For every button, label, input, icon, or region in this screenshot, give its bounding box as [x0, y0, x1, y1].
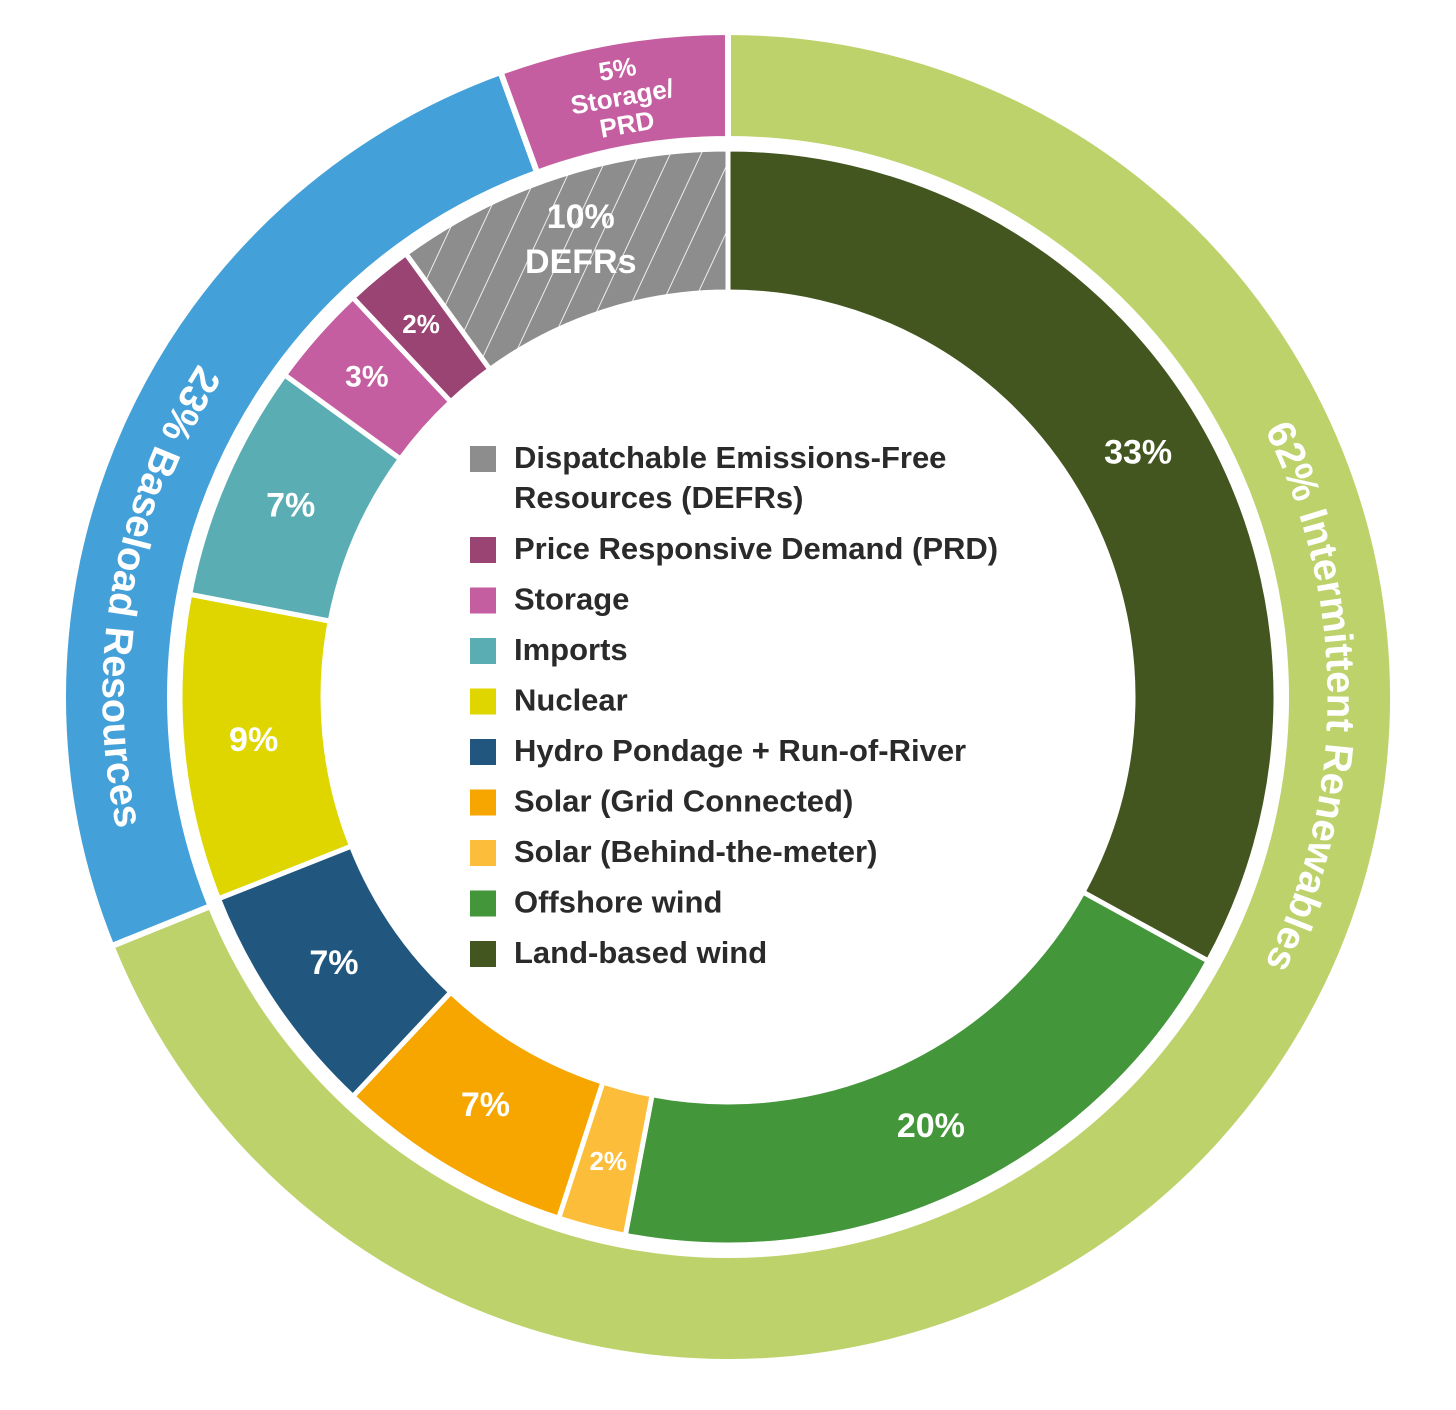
legend-item: Solar (Grid Connected): [470, 784, 853, 819]
legend-swatch: [470, 638, 496, 664]
inner-ring: [177, 146, 1279, 1248]
outer-label-storage-prd-line: 5%: [596, 51, 638, 87]
inner-slice-defrs: [402, 146, 731, 373]
legend-item: Price Responsive Demand (PRD): [470, 531, 998, 566]
slice-label-nuclear: 9%: [229, 721, 278, 759]
slice-label-storage: 3%: [345, 361, 388, 394]
legend-swatch: [470, 890, 496, 917]
legend-label: Price Responsive Demand (PRD): [514, 531, 998, 566]
slice-label-offshore: 20%: [897, 1107, 965, 1145]
legend-swatch: [470, 537, 496, 563]
outer-slice-intermittent: [107, 28, 1396, 1365]
legend-swatch: [470, 840, 496, 866]
legend-item: Offshore wind: [470, 885, 722, 920]
legend-item: Solar (Behind-the-meter): [470, 834, 877, 869]
legend-item: Nuclear: [470, 683, 628, 718]
legend-item: Imports: [470, 632, 628, 667]
slice-label-land_wind: 33%: [1104, 433, 1172, 471]
slice-label-solar_grid: 7%: [461, 1086, 510, 1124]
legend-label: Imports: [514, 632, 628, 667]
legend-label: Land-based wind: [514, 935, 767, 970]
legend-label: Dispatchable Emissions-Free: [514, 440, 946, 475]
legend: Dispatchable Emissions-Free Resources (DE…: [470, 440, 998, 970]
legend-item: Dispatchable Emissions-Free Resources (DE…: [470, 440, 946, 515]
legend-label: Offshore wind: [514, 885, 722, 920]
legend-swatch: [470, 739, 496, 765]
outer-ring: [60, 28, 1396, 1365]
legend-swatch: [470, 446, 496, 472]
legend-label: Nuclear: [514, 683, 628, 718]
legend-label: Hydro Pondage + Run-of-River: [514, 733, 966, 768]
legend-label: Resources (DEFRs): [514, 480, 803, 515]
slice-label-prd: 2%: [402, 309, 440, 339]
legend-label: Solar (Behind-the-meter): [514, 834, 877, 869]
legend-swatch: [470, 789, 496, 816]
legend-swatch: [470, 941, 496, 967]
legend-swatch: [470, 688, 496, 715]
legend-swatch: [470, 587, 496, 614]
outer-slice-storage_prd: [496, 28, 731, 177]
slice-label-defrs: 10%: [547, 198, 615, 236]
legend-item: Land-based wind: [470, 935, 767, 970]
legend-item: Hydro Pondage + Run-of-River: [470, 733, 966, 768]
slice-label-hydro: 7%: [309, 944, 358, 982]
legend-item: Storage: [470, 582, 629, 617]
inner-slice-offshore: [622, 888, 1212, 1248]
slice-sublabel-defrs: DEFRs: [525, 243, 636, 281]
legend-label: Storage: [514, 582, 629, 617]
slice-label-solar_btm: 2%: [589, 1146, 627, 1176]
slice-label-imports: 7%: [266, 487, 315, 525]
inner-slice-land_wind: [725, 146, 1279, 965]
legend-label: Solar (Grid Connected): [514, 784, 853, 819]
